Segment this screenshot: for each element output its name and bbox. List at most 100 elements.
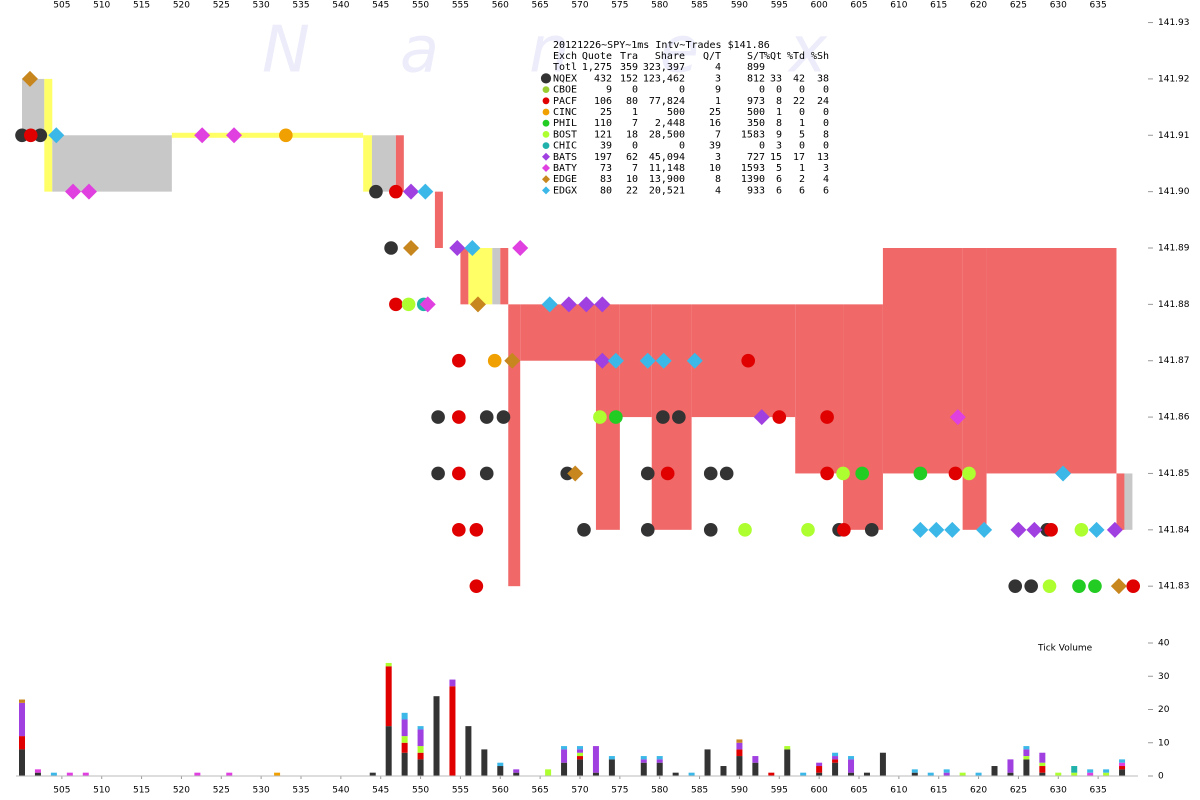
legend-cell: 11,148	[649, 163, 685, 174]
trade-marker	[594, 352, 611, 369]
trade-marker	[452, 523, 466, 537]
legend-cell: Quote	[582, 51, 612, 62]
x-tick-label-top: 560	[492, 1, 509, 11]
y-tick-label: 141.93	[1158, 18, 1190, 28]
volume-segment	[656, 759, 663, 763]
y-tick-label: 141.87	[1158, 356, 1190, 366]
spread-block	[882, 248, 963, 474]
legend-cell: 4	[715, 185, 721, 196]
x-tick-label: 525	[213, 786, 230, 796]
x-tick-label: 595	[771, 786, 788, 796]
volume-segment	[943, 772, 950, 776]
x-tick-label-top: 580	[651, 1, 668, 11]
volume-segment	[975, 772, 982, 776]
trade-marker	[660, 466, 675, 481]
legend-cell: 80	[626, 96, 638, 107]
legend-cell: %Sh	[811, 51, 829, 62]
trade-marker	[741, 353, 755, 368]
trade-marker	[1010, 521, 1027, 538]
volume-segment	[784, 749, 791, 776]
trade-marker	[1126, 579, 1141, 593]
volume-segment	[385, 666, 392, 727]
legend-cell: 432	[594, 73, 612, 84]
legend-cell: 62	[626, 152, 638, 163]
trade-marker	[452, 466, 466, 481]
volume-segment	[545, 769, 552, 776]
volume-segment	[385, 726, 392, 776]
legend-cell: 0	[632, 85, 638, 96]
trade-marker	[655, 352, 672, 369]
legend-marker	[542, 186, 550, 195]
spread-block	[460, 248, 469, 305]
x-tick-label-top: 635	[1090, 1, 1107, 11]
trade-marker	[487, 353, 502, 368]
trade-marker	[449, 240, 466, 256]
legend-cell: 1	[799, 163, 805, 174]
y2-tick-label: 20	[1158, 705, 1170, 715]
volume-segment	[592, 746, 599, 773]
legend-cell: 5	[776, 163, 782, 174]
legend-cell: 8	[776, 118, 782, 129]
x-tick-label-top: 510	[93, 1, 110, 11]
trade-marker	[944, 521, 961, 538]
volume-segment	[752, 756, 759, 763]
volume-segment	[19, 699, 25, 703]
spread-block	[1124, 473, 1133, 530]
trade-marker	[452, 353, 466, 368]
legend-cell: 0	[759, 85, 765, 96]
trade-marker	[479, 466, 494, 481]
trade-marker	[512, 240, 529, 256]
legend-label: CBOE	[553, 85, 577, 96]
spread-block	[795, 304, 844, 474]
spread-block	[395, 135, 404, 192]
legend-cell: S/T	[747, 51, 765, 62]
y2-tick-label: 40	[1158, 639, 1170, 649]
volume-segment	[672, 772, 679, 776]
legend-cell: 38	[817, 73, 829, 84]
volume-segment	[1023, 746, 1030, 750]
trade-marker	[962, 466, 976, 481]
trade-marker	[1088, 521, 1105, 538]
volume-segment	[832, 756, 839, 760]
legend-cell: 3	[776, 141, 782, 152]
volume-segment	[513, 769, 520, 773]
spread-block	[1116, 473, 1125, 530]
legend-cell: 42	[793, 73, 805, 84]
x-tick-label-top: 600	[811, 1, 828, 11]
trade-marker	[1044, 523, 1058, 537]
trade-marker	[33, 128, 48, 143]
trade-marker	[419, 296, 436, 313]
trade-marker	[719, 466, 734, 481]
volume-segment	[417, 759, 424, 776]
x-tick-label: 575	[611, 786, 628, 796]
axes-layer: 5055055105105155155205205255255305305355…	[16, 1, 1190, 796]
x-tick-label-top: 545	[372, 1, 389, 11]
volume-segment	[1119, 762, 1126, 767]
legend-cell: 121	[594, 129, 612, 140]
volume-segment	[592, 772, 599, 776]
legend-cell: 1	[799, 118, 805, 129]
spread-block	[371, 135, 396, 192]
legend-cell: 17	[793, 152, 805, 163]
x-tick-label: 515	[133, 786, 150, 796]
spread-block	[171, 132, 364, 138]
trade-marker	[672, 410, 686, 424]
legend-marker	[542, 86, 550, 93]
volume-segment	[497, 762, 504, 767]
volume-segment	[848, 772, 855, 776]
legend-cell: 22	[626, 185, 638, 196]
legend: 20121226~SPY~1ms Intv~Trades $141.86 Exc…	[540, 40, 829, 196]
legend-cell: 359	[620, 62, 638, 73]
x-tick-label: 585	[691, 786, 708, 796]
x-tick-label: 555	[452, 786, 469, 796]
volume-segment	[1039, 766, 1046, 773]
trade-marker	[703, 466, 718, 481]
volume-segment	[863, 772, 870, 776]
trade-marker	[928, 521, 945, 538]
legend-cell: 0	[823, 85, 829, 96]
trade-marker	[369, 184, 383, 199]
x-tick-label: 610	[890, 786, 907, 796]
x-tick-label-top: 565	[532, 1, 549, 11]
volume-segment	[848, 756, 855, 760]
trade-marker	[913, 466, 928, 481]
